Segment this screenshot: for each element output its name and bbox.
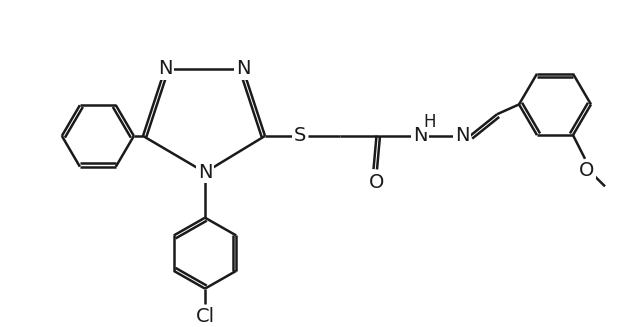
Text: O: O [369, 173, 385, 192]
Text: N: N [157, 60, 172, 78]
Text: Cl: Cl [195, 307, 214, 326]
Text: O: O [579, 161, 595, 180]
Text: H: H [424, 113, 436, 131]
Text: S: S [294, 127, 306, 146]
Text: N: N [455, 127, 469, 146]
Text: N: N [236, 60, 250, 78]
Text: N: N [198, 163, 212, 182]
Text: N: N [413, 127, 428, 146]
